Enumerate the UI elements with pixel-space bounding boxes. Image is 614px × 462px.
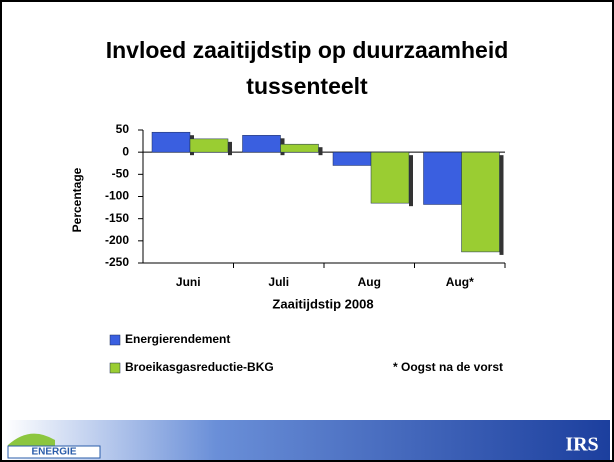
x-tick-label: Aug	[358, 275, 381, 289]
logo-box	[7, 445, 101, 459]
chart-title: Invloed zaaitijdstip op duurzaamheid	[106, 37, 509, 63]
bar-shadow	[228, 141, 232, 156]
legend-swatch	[109, 362, 121, 374]
y-tick-label: -200	[105, 233, 129, 247]
bar	[189, 138, 229, 153]
footer-band	[4, 420, 610, 460]
x-tick-label: Juni	[176, 275, 201, 289]
legend-label: Broeikasgasreductie-BKG	[125, 360, 274, 374]
bar-shadow	[409, 155, 413, 207]
bar	[242, 135, 281, 153]
bar	[370, 151, 410, 204]
footer-logo-right: IRS	[565, 434, 598, 456]
bar-shadow	[499, 155, 504, 255]
x-axis-label: Zaaitijdstip 2008	[272, 296, 373, 311]
footer-logo-left: ENERGIE	[31, 447, 76, 458]
annotation: * Oogst na de vorst	[393, 360, 503, 374]
bar	[151, 131, 191, 153]
legend-swatch	[109, 334, 121, 346]
bar	[332, 151, 372, 166]
y-tick-label: -250	[105, 255, 129, 269]
chart-title: tussenteelt	[246, 73, 368, 99]
y-tick-label: 50	[116, 122, 130, 136]
y-tick-label: -50	[112, 167, 130, 181]
x-tick-label: Juli	[268, 275, 289, 289]
y-tick-label: -100	[105, 189, 129, 203]
y-tick-label: -150	[105, 211, 129, 225]
legend-label: Energierendement	[125, 332, 230, 346]
y-tick-label: 0	[122, 144, 129, 158]
bar-shadow	[318, 147, 323, 156]
x-tick-label: Aug*	[446, 275, 474, 289]
bar	[461, 151, 500, 253]
bar	[423, 151, 462, 205]
y-axis-label: Percentage	[70, 167, 84, 232]
bar	[280, 143, 319, 153]
